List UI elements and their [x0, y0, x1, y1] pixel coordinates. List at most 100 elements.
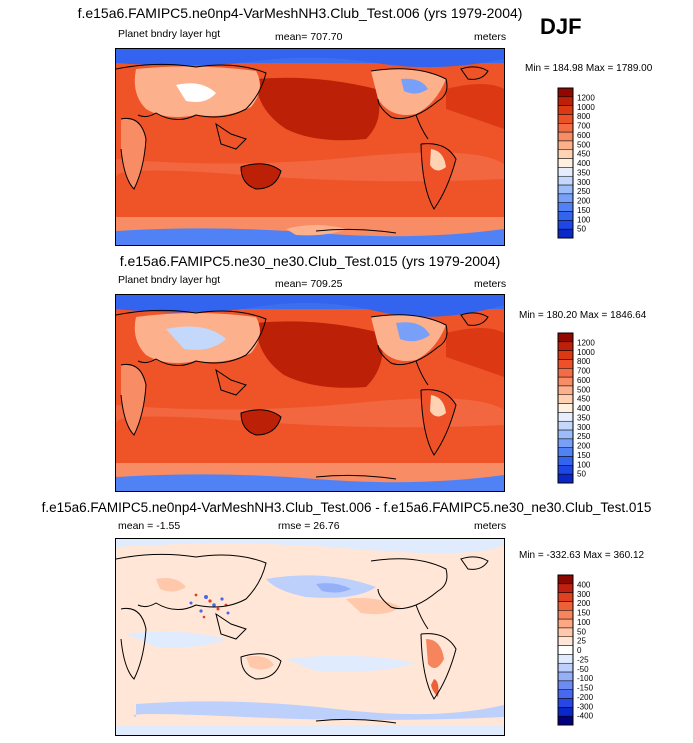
panel1-colorbar-label: 450	[577, 150, 591, 159]
panel2-colorbar-frame	[557, 332, 574, 484]
panel1-colorbar-box	[557, 228, 574, 239]
panel1-colorbar-label: 150	[577, 206, 591, 215]
panel2-colorbar-box	[557, 376, 574, 387]
panel3-colorbar-label: 400	[577, 580, 591, 589]
panel2-colorbar-label: 1200	[577, 338, 595, 347]
panel2-colorbar-label: 200	[577, 442, 591, 451]
panel3-colorbar-box	[557, 715, 574, 726]
panel3-colorbar-box	[557, 662, 574, 673]
panel1-colorbar-label: 200	[577, 197, 591, 206]
panel3-colorbar-label: 200	[577, 599, 591, 608]
panel3-colorbar-box	[557, 680, 574, 690]
panel3-colorbar-frame	[557, 574, 574, 726]
panel2-title: f.e15a6.FAMIPC5.ne30_ne30.Club_Test.015 …	[119, 253, 501, 269]
panel1-colorbar-box	[557, 167, 574, 177]
panel3-colorbar-box	[557, 618, 574, 629]
panel1-colorbar-svg: 1200100080070060050045040035030025020015…	[557, 87, 595, 239]
panel2-colorbar: 1200 1000 800 700 600 500 450 400 350 300 250 200 15…	[557, 332, 618, 485]
panel3-colorbar-label: 50	[577, 627, 586, 636]
panel3-colorbar-label: 300	[577, 590, 591, 599]
panel2-mean-label: mean= 709.25	[275, 278, 343, 290]
panel3-colorbar-box	[557, 707, 574, 717]
panel2-colorbar-box	[557, 473, 574, 484]
panel2-colorbar-label: 50	[577, 470, 586, 479]
panel2-map	[115, 294, 505, 492]
panel3-colorbar-box	[557, 627, 574, 638]
panel3-colorbar-box	[557, 636, 574, 646]
panel1-colorbar-label: 300	[577, 178, 591, 187]
panel3-colorbar-box	[557, 645, 574, 655]
panel3-colorbar-label: -150	[577, 684, 594, 693]
panel1-map-svg	[116, 49, 504, 245]
panel1-colorbar-box	[557, 175, 574, 186]
panel2-colorbar-label: 400	[577, 404, 591, 413]
panel1-colorbar-box	[557, 105, 574, 115]
panel2-colorbar-box	[557, 420, 574, 431]
panel1-colorbar-box	[557, 131, 574, 142]
panel3-colorbar: 400 300 200 150 100 50 25 0 -25 -50 -100 -150 -200 -3…	[557, 574, 618, 727]
panel3-colorbar-box	[557, 592, 574, 602]
panel3-colorbar-box	[557, 654, 574, 664]
panel3-colorbar-box	[557, 689, 574, 699]
panel1-colorbar-box	[557, 87, 574, 98]
panel3-colorbar-label: -50	[577, 665, 589, 674]
panel1-colorbar-label: 500	[577, 140, 591, 149]
panel3-colorbar-box	[557, 698, 574, 708]
panel1-colorbar-box	[557, 140, 574, 151]
panel3-map	[115, 538, 505, 736]
panel1-mean-label: mean= 707.70	[275, 31, 343, 43]
panel1-colorbar-label: 350	[577, 168, 591, 177]
panel3-colorbar-label: 150	[577, 609, 591, 618]
panel2-colorbar-box	[557, 403, 574, 413]
panel2-colorbar-box	[557, 465, 574, 475]
panel2-colorbar-svg: 1200100080070060050045040035030025020015…	[557, 332, 595, 484]
panel2-colorbar-box	[557, 412, 574, 422]
panel1-map	[115, 48, 505, 246]
panel2-colorbar-box	[557, 394, 574, 404]
panel1-colorbar-box	[557, 184, 574, 195]
panel3-colorbar-box	[557, 671, 574, 682]
panel1-variable-label: Planet bndry layer hgt	[118, 28, 221, 40]
panel3-colorbar-box	[557, 583, 574, 593]
panel2-variable-label: Planet bndry layer hgt	[118, 274, 221, 286]
panel2-colorbar-box	[557, 456, 574, 466]
panel2-colorbar-box	[557, 429, 574, 440]
panel2-colorbar-box	[557, 447, 574, 457]
panel2-units-label: meters	[474, 278, 507, 290]
panel3-colorbar-box	[557, 601, 574, 611]
panel1-colorbar-label: 1200	[577, 93, 595, 102]
panel1-colorbar-label: 1000	[577, 103, 595, 112]
panel2-colorbar-box	[557, 438, 574, 448]
panel2-colorbar-box	[557, 332, 574, 343]
panel2-colorbar-label: 100	[577, 460, 591, 469]
panel1-colorbar: 1200 1000 800 700 600 500 450 400 350 300 250 200 15…	[557, 87, 618, 240]
panel1-colorbar-box	[557, 158, 574, 168]
panel1-colorbar-label: 250	[577, 187, 591, 196]
panel2-colorbar-label: 250	[577, 432, 591, 441]
panel2-colorbar-label: 700	[577, 367, 591, 376]
panel1-colorbar-box	[557, 211, 574, 221]
panel1-colorbar-box	[557, 114, 574, 124]
panel1-units-label: meters	[474, 31, 507, 43]
panel1-colorbar-label: 600	[577, 131, 591, 140]
panel3-colorbar-label: -100	[577, 674, 594, 683]
panel3-rmse-label: rmse = 26.76	[278, 520, 340, 532]
panel2-colorbar-label: 1000	[577, 348, 595, 357]
panel1-colorbar-box	[557, 193, 574, 203]
panel3-colorbar-label: 25	[577, 637, 586, 646]
panel3-mean-label: mean = -1.55	[118, 520, 181, 532]
panel3-colorbar-box	[557, 574, 574, 585]
panel1-colorbar-box	[557, 149, 574, 159]
panel2-colorbar-box	[557, 368, 574, 378]
panel1-colorbar-box	[557, 220, 574, 230]
panel3-title: f.e15a6.FAMIPC5.ne0np4-VarMeshNH3.Club_T…	[41, 500, 652, 515]
panel3-minmax: Min = -332.63 Max = 360.12	[519, 550, 645, 561]
panel3-map-svg	[116, 539, 504, 735]
panel2-minmax: Min = 180.20 Max = 1846.64	[519, 310, 647, 321]
panel3-colorbar-label: -300	[577, 702, 594, 711]
panel3-units-label: meters	[474, 520, 507, 532]
panel1-title: f.e15a6.FAMIPC5.ne0np4-VarMeshNH3.Club_T…	[77, 5, 523, 21]
panel2-colorbar-label: 350	[577, 413, 591, 422]
panel3-colorbar-box	[557, 610, 574, 620]
panel3-colorbar-label: -25	[577, 655, 589, 664]
